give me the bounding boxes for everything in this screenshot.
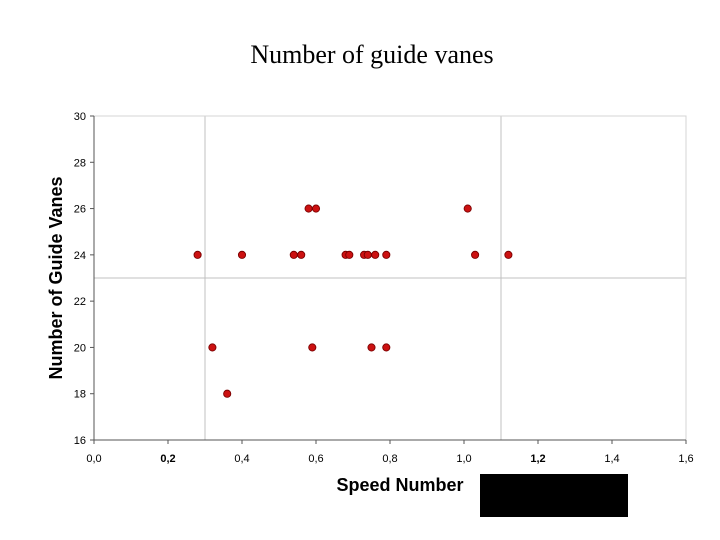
data-point	[363, 250, 372, 259]
data-point	[297, 250, 306, 259]
x-tick-label: 0,8	[382, 453, 397, 465]
x-tick-label: 1,2	[530, 453, 545, 465]
data-point	[304, 204, 313, 213]
x-tick-label: 1,6	[678, 453, 693, 465]
data-point	[208, 343, 217, 352]
data-point	[237, 250, 247, 259]
x-tick-label: 0,2	[160, 453, 175, 465]
x-tick-labels: 0,0 0,2 0,4 0,6 0,8 1,0 1,2 1,4 1,6	[86, 440, 694, 465]
y-axis-title: Number of Guide Vanes	[46, 176, 66, 379]
x-axis-title: Speed Number	[336, 475, 463, 495]
data-point	[371, 250, 380, 259]
data-point	[193, 250, 202, 259]
y-tick-label: 28	[74, 157, 86, 169]
x-tick-label: 0,0	[86, 453, 101, 465]
data-point	[471, 250, 480, 259]
y-tick-labels: 16 18 20 22 24 26 28 30	[74, 111, 94, 447]
y-tick-label: 22	[74, 296, 86, 308]
data-point	[382, 343, 391, 352]
data-point	[504, 250, 513, 259]
data-point	[223, 389, 232, 398]
redaction-box	[480, 474, 628, 517]
data-point	[345, 250, 354, 259]
x-tick-label: 1,4	[604, 453, 619, 465]
x-tick-label: 1,0	[456, 453, 471, 465]
data-point	[367, 343, 376, 352]
reference-lines	[94, 116, 686, 440]
data-point	[308, 343, 317, 352]
y-tick-label: 18	[74, 389, 86, 401]
y-tick-label: 26	[74, 204, 86, 216]
slide-title: Number of guide vanes	[250, 40, 494, 69]
data-points	[193, 204, 513, 398]
data-point	[382, 250, 391, 259]
y-tick-label: 30	[74, 111, 86, 123]
y-tick-label: 16	[74, 435, 86, 447]
y-tick-label: 24	[74, 250, 86, 262]
x-tick-label: 0,4	[234, 453, 249, 465]
y-tick-label: 20	[74, 342, 86, 354]
x-tick-label: 0,6	[308, 453, 323, 465]
data-point	[289, 250, 298, 259]
data-point	[463, 204, 472, 213]
data-point	[311, 204, 321, 213]
